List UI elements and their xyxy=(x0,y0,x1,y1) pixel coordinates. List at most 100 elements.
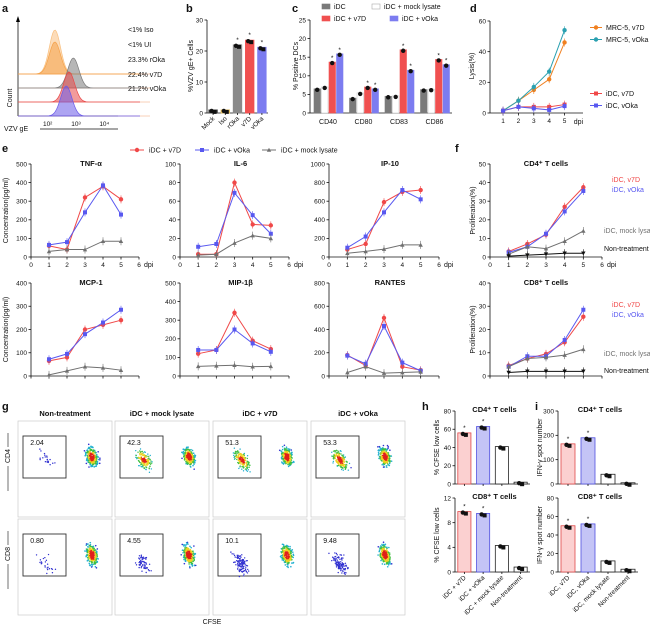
event-dot xyxy=(241,562,243,564)
event-dot xyxy=(384,553,386,556)
panel-e-2-x-tick-label: 4 xyxy=(401,262,405,269)
panel-e-5-point xyxy=(382,324,386,329)
panel-label-f: f xyxy=(455,143,459,155)
significance: * xyxy=(409,63,412,70)
event-dot xyxy=(290,449,293,451)
panel-b-x-tick-label: Mock xyxy=(201,115,217,131)
event-dot xyxy=(185,543,187,546)
event-dot xyxy=(91,549,94,552)
event-dot xyxy=(185,449,187,452)
event-dot xyxy=(145,563,148,565)
event-dot xyxy=(332,559,335,561)
event-dot xyxy=(192,554,195,557)
event-dot xyxy=(342,461,344,463)
event-dot xyxy=(148,563,151,565)
series-label: Non-treatment xyxy=(604,368,649,375)
event-dot xyxy=(189,566,191,569)
event-dot xyxy=(87,443,90,446)
legend-label: iDC + vOka xyxy=(402,16,438,23)
event-dot xyxy=(40,563,43,565)
event-dot xyxy=(340,466,342,469)
event-dot xyxy=(89,460,91,462)
event-dot xyxy=(42,457,44,459)
event-dot xyxy=(184,545,187,547)
panel-c-x-tick-label: CD80 xyxy=(355,119,373,126)
event-dot xyxy=(44,454,46,456)
x-axis-label: dpi xyxy=(144,262,154,269)
panel-e-0-point xyxy=(46,249,52,254)
panel-b-significance: * xyxy=(248,32,251,39)
event-dot xyxy=(291,451,293,454)
event-dot xyxy=(383,452,386,454)
event-dot xyxy=(337,452,339,454)
panel-d-point xyxy=(546,77,552,82)
event-dot xyxy=(286,454,289,457)
event-dot xyxy=(390,455,393,457)
event-dot xyxy=(46,455,48,457)
event-dot xyxy=(290,456,292,458)
event-dot xyxy=(286,544,288,547)
event-dot xyxy=(97,451,99,453)
event-dot xyxy=(284,456,287,459)
event-dot xyxy=(378,446,381,449)
y-axis-label: Concentration(pg/ml) xyxy=(3,178,10,243)
event-dot xyxy=(240,461,242,464)
event-dot xyxy=(88,564,91,566)
panel-label-b: b xyxy=(186,3,193,15)
event-dot xyxy=(86,550,89,552)
panel-e-1-point xyxy=(268,223,274,228)
panel-i-0-y-tick-label: 200 xyxy=(543,433,554,440)
panel-c-point xyxy=(401,48,406,53)
event-dot xyxy=(382,444,385,447)
event-dot xyxy=(335,558,337,560)
event-dot xyxy=(246,467,248,470)
event-dot xyxy=(339,457,342,460)
event-dot xyxy=(336,559,339,561)
event-dot xyxy=(141,557,144,559)
event-dot xyxy=(287,447,289,450)
event-dot xyxy=(283,455,285,458)
event-dot xyxy=(341,572,343,574)
event-dot xyxy=(91,453,94,455)
event-dot xyxy=(383,450,385,452)
panel-h-1-y-tick-label: 4 xyxy=(447,545,451,552)
panel-f-0-x-tick-label: 1 xyxy=(507,262,511,269)
event-dot xyxy=(335,450,337,452)
panel-b-y-tick-label: 0 xyxy=(199,110,203,117)
chart-title: MCP-1 xyxy=(79,278,102,287)
event-dot xyxy=(183,554,186,556)
event-dot xyxy=(144,454,146,457)
event-dot xyxy=(340,554,343,556)
panel-c-y-tick-label: 15 xyxy=(299,55,307,62)
event-dot xyxy=(189,559,192,561)
event-dot xyxy=(242,559,244,562)
event-dot xyxy=(240,568,243,571)
event-dot xyxy=(286,459,289,462)
event-dot xyxy=(343,554,345,556)
event-dot xyxy=(88,466,90,468)
event-dot xyxy=(48,568,51,570)
event-dot xyxy=(283,556,286,559)
event-dot xyxy=(138,555,141,557)
legend-marker xyxy=(593,37,599,42)
event-dot xyxy=(46,458,49,461)
panel-h-0-y-tick-label: 60 xyxy=(444,427,452,434)
event-dot xyxy=(190,555,193,557)
event-dot xyxy=(188,461,191,464)
event-dot xyxy=(388,458,391,460)
panel-e-0-y-tick-label: 400 xyxy=(16,180,27,187)
event-dot xyxy=(382,456,385,459)
event-dot xyxy=(137,451,139,453)
x-axis-label: CFSE xyxy=(203,619,222,626)
event-dot xyxy=(288,454,290,456)
flow-plot-frame xyxy=(114,518,210,616)
panel-c-bar xyxy=(313,88,321,114)
panel-b-x-tick-label: rOka xyxy=(226,115,241,130)
legend-swatch xyxy=(389,15,399,22)
event-dot xyxy=(189,463,191,466)
event-dot xyxy=(185,460,187,463)
event-dot xyxy=(245,566,247,568)
panel-e-4-y-tick-label: 500 xyxy=(165,280,176,287)
panel-e-2-point xyxy=(382,210,386,215)
panel-e-2-point xyxy=(418,197,423,202)
